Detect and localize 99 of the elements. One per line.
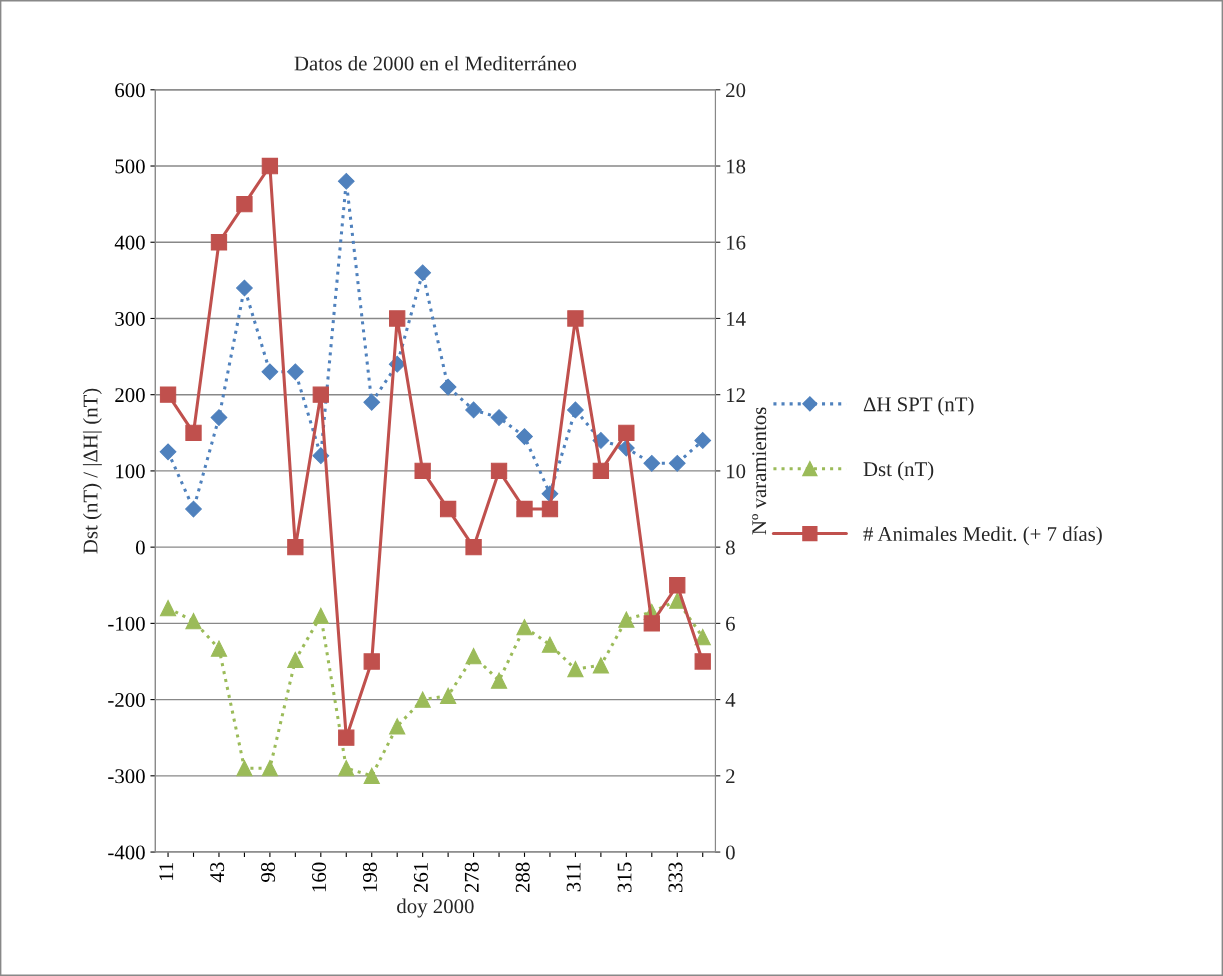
point (286, 363, 304, 381)
point (159, 599, 177, 617)
point (490, 462, 508, 480)
y-tick-label: 0 (135, 540, 145, 555)
point (516, 500, 533, 518)
point (389, 310, 406, 327)
point (363, 653, 380, 670)
point (465, 647, 482, 665)
y-tick-label: 300 (115, 311, 145, 326)
point (439, 500, 457, 518)
y2-axis-title: Nº varamientos (752, 407, 767, 535)
point (261, 363, 279, 381)
y-tick-label: 600 (115, 83, 145, 98)
point (490, 409, 508, 426)
x-tick-label: 311 (566, 863, 581, 892)
y-tick-label: -100 (108, 616, 145, 631)
y2-tick-label: 8 (725, 540, 735, 555)
y2-tick-label: 2 (726, 769, 735, 784)
legend-label: ΔH SPT (nT) (863, 396, 974, 416)
point (159, 386, 177, 403)
point (643, 615, 660, 632)
point (363, 767, 380, 784)
point (338, 729, 355, 746)
point (567, 310, 584, 327)
x-tick-label: 333 (668, 862, 683, 893)
x-tick-label: 98 (261, 862, 276, 882)
x-tick-label: 288 (515, 862, 530, 893)
point (643, 454, 661, 472)
point (236, 279, 253, 297)
point (465, 401, 482, 419)
point (363, 393, 381, 411)
legend-label: # Animales Medit. (+ 7 días) (863, 526, 1102, 546)
y-tick-label: -400 (108, 845, 145, 860)
point (185, 424, 202, 441)
point (389, 718, 406, 735)
point (618, 611, 635, 628)
x-tick-label: 43 (210, 862, 225, 883)
point (210, 234, 228, 251)
point (567, 401, 584, 419)
y2-tick-label: 10 (727, 464, 746, 479)
point (490, 672, 508, 689)
point (618, 424, 635, 441)
point (668, 454, 686, 472)
point (185, 500, 202, 518)
y2-tick-label: 14 (727, 311, 746, 326)
point (312, 607, 329, 624)
x-tick-label: 198 (362, 862, 377, 892)
x-tick-label: 11 (159, 863, 174, 880)
point (236, 195, 253, 213)
y-tick-label: -300 (108, 769, 145, 784)
point (465, 538, 482, 556)
y2-tick-label: 18 (727, 159, 746, 174)
point (261, 760, 279, 777)
point (516, 619, 533, 636)
point (210, 640, 228, 657)
point (210, 409, 228, 426)
point (439, 687, 457, 704)
point (541, 500, 559, 518)
point (516, 428, 533, 445)
x-axis-title: doy 2000 (397, 898, 474, 918)
legend-label: Dst (nT) (863, 461, 934, 481)
y2-tick-label: 12 (727, 388, 745, 402)
y2-tick-label: 16 (727, 235, 746, 250)
point (312, 386, 329, 403)
x-tick-label: 261 (413, 863, 428, 893)
y2-tick-label: 6 (726, 616, 735, 631)
point (694, 432, 712, 449)
point (414, 264, 432, 282)
x-tick-label: 160 (311, 862, 327, 892)
x-tick-label: 315 (617, 862, 632, 893)
point (669, 592, 686, 609)
y-tick-label: 400 (114, 235, 145, 250)
y2-tick-label: 4 (725, 693, 736, 707)
point (414, 462, 431, 480)
point (669, 577, 686, 594)
point (159, 443, 177, 461)
point (567, 660, 584, 678)
chart-title: Datos de 2000 en el Mediterráneo (294, 55, 577, 71)
point (439, 378, 457, 396)
point (694, 653, 711, 670)
point (236, 760, 253, 777)
point (414, 691, 431, 708)
point (592, 657, 610, 674)
y-tick-label: 200 (115, 388, 145, 403)
point (261, 157, 279, 175)
point (185, 612, 202, 630)
y2-tick-label: 0 (725, 845, 735, 860)
point (287, 538, 304, 556)
point (592, 462, 610, 480)
y-tick-label: 500 (115, 159, 145, 174)
y-tick-label: -200 (108, 692, 145, 708)
y-axis-title: Dst (nT) / |ΔH| (nT) (82, 388, 102, 554)
point (338, 760, 355, 777)
y2-tick-label: 20 (726, 83, 746, 98)
point (337, 172, 355, 190)
y-tick-label: 100 (116, 464, 145, 479)
x-tick-label: 278 (464, 862, 479, 893)
point (541, 636, 559, 653)
point (287, 651, 304, 669)
